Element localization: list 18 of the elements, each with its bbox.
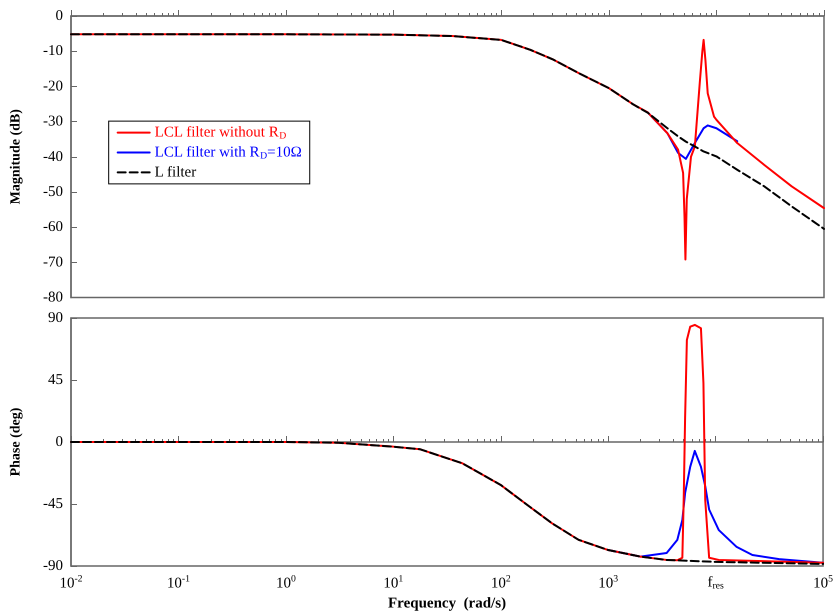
legend-label: L filter bbox=[154, 164, 196, 180]
y-tick-label: -40 bbox=[43, 148, 63, 165]
y-axis-title: Phase (deg) bbox=[8, 407, 24, 476]
y-tick-label: 90 bbox=[48, 310, 63, 326]
y-tick-label: -30 bbox=[43, 114, 63, 130]
y-tick-label: 0 bbox=[56, 434, 63, 450]
y-tick-label: 45 bbox=[48, 372, 63, 388]
y-tick-label: -90 bbox=[43, 558, 63, 574]
y-tick-label: -10 bbox=[43, 43, 63, 60]
y-tick-label: -80 bbox=[43, 290, 63, 306]
y-axis-title: Magnitude (dB) bbox=[8, 108, 24, 204]
y-tick-label: -70 bbox=[43, 254, 63, 270]
y-tick-label: -60 bbox=[43, 219, 63, 236]
y-tick-label: -20 bbox=[43, 78, 63, 94]
y-tick-label: -50 bbox=[43, 184, 63, 200]
y-tick-label: -45 bbox=[43, 496, 63, 512]
x-axis-title: Frequency (rad/s) bbox=[388, 595, 506, 612]
y-tick-label: 0 bbox=[56, 8, 63, 24]
